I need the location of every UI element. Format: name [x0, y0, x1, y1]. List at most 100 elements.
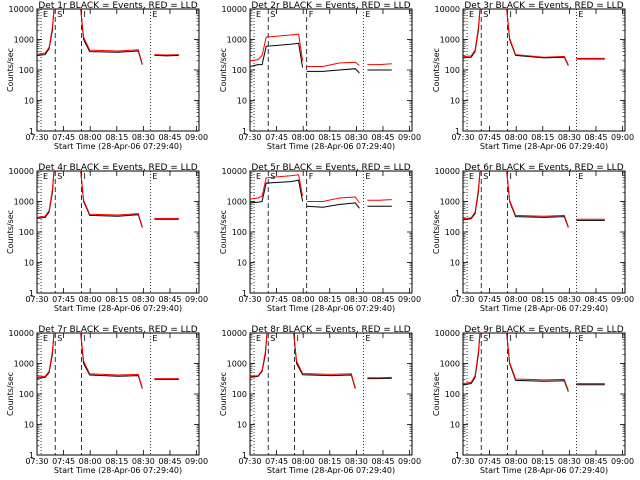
- events-series-line: [250, 179, 304, 204]
- marker-label: E: [256, 10, 261, 19]
- x-tick-label: 08:45: [584, 457, 607, 466]
- x-tick-label: 07:30: [451, 457, 474, 466]
- x-tick-label: 08:15: [318, 457, 341, 466]
- x-tick-label: 08:30: [345, 133, 368, 142]
- x-tick-label: 08:45: [371, 133, 394, 142]
- marker-label: I: [84, 172, 86, 181]
- x-tick-label: 09:00: [185, 295, 208, 304]
- marker-label: S: [57, 172, 62, 181]
- x-tick-label: 08:15: [105, 295, 128, 304]
- data-layer: [37, 9, 179, 131]
- events-series-line: [306, 68, 360, 74]
- x-tick-label: 07:30: [25, 133, 48, 142]
- y-tick-label: 10000: [435, 167, 460, 176]
- subplot-4: 1 10 100 1000 10000 07:30 07:45 08:00 08:15 08:30…: [6, 163, 208, 313]
- x-tick-label: 08:30: [345, 295, 368, 304]
- marker-label: E: [365, 172, 370, 181]
- marker-label: S: [483, 334, 488, 343]
- x-tick-label: 09:00: [398, 457, 421, 466]
- lld-series-line: [250, 33, 304, 62]
- y-tick-label: 10: [237, 259, 247, 268]
- events-series-line: [506, 171, 569, 228]
- x-tick-label: 08:15: [531, 133, 554, 142]
- subplot-5: 1 10 100 1000 10000 07:30 07:45 08:00 08:15 08:30…: [219, 163, 421, 313]
- data-layer: [463, 171, 605, 293]
- y-tick-label: 10000: [9, 5, 34, 14]
- lld-series-line: [463, 333, 481, 385]
- subplot-8: 1 10 100 1000 10000 07:30 07:45 08:00 08:15 08:30…: [219, 325, 421, 475]
- marker-label: E: [256, 172, 261, 181]
- y-tick-label: 1000: [440, 198, 460, 207]
- subplot-title: Det 3r BLACK = Events, RED = LLD: [464, 1, 623, 11]
- y-tick-label: 1000: [227, 360, 247, 369]
- subplot-title: Det 2r BLACK = Events, RED = LLD: [251, 1, 410, 11]
- x-tick-label: 07:30: [25, 457, 48, 466]
- y-tick-label: 10000: [222, 329, 247, 338]
- x-tick-label: 08:30: [132, 295, 155, 304]
- x-tick-label: 08:30: [132, 133, 155, 142]
- x-tick-label: 08:45: [371, 295, 394, 304]
- y-tick-label: 1000: [440, 360, 460, 369]
- marker-label: F: [309, 172, 314, 181]
- marker-label: S: [483, 10, 488, 19]
- y-tick-label: 10: [237, 421, 247, 430]
- y-tick-label: 10: [450, 97, 460, 106]
- x-tick-label: 08:15: [318, 133, 341, 142]
- events-series-line: [250, 42, 304, 68]
- x-tick-label: 07:45: [52, 457, 75, 466]
- y-tick-label: 10: [237, 97, 247, 106]
- x-tick-label: 09:00: [611, 133, 634, 142]
- lld-series-line: [37, 333, 55, 378]
- x-tick-label: 07:45: [265, 295, 288, 304]
- x-tick-label: 08:00: [79, 295, 102, 304]
- x-tick-label: 07:45: [265, 133, 288, 142]
- data-layer: [250, 333, 392, 455]
- subplot-title: Det 8r BLACK = Events, RED = LLD: [251, 325, 410, 335]
- data-layer: [250, 171, 392, 293]
- x-tick-label: 08:15: [105, 457, 128, 466]
- y-tick-label: 100: [19, 66, 34, 75]
- y-tick-label: 10000: [222, 167, 247, 176]
- subplot-title: Det 9r BLACK = Events, RED = LLD: [464, 325, 623, 335]
- marker-label: S: [483, 172, 488, 181]
- y-tick-label: 10000: [222, 5, 247, 14]
- lld-series-line: [80, 9, 143, 64]
- y-tick-label: 100: [445, 228, 460, 237]
- x-tick-label: 07:30: [25, 295, 48, 304]
- x-tick-label: 08:45: [158, 295, 181, 304]
- x-axis-label: Start Time (28-Apr-06 07:29:40): [54, 304, 182, 313]
- y-tick-label: 10000: [9, 167, 34, 176]
- marker-label: S: [270, 172, 275, 181]
- marker-label: I: [510, 172, 512, 181]
- x-tick-label: 08:15: [531, 457, 554, 466]
- y-tick-label: 1000: [14, 360, 34, 369]
- lld-series-line: [463, 171, 481, 220]
- x-tick-label: 08:00: [505, 295, 528, 304]
- x-tick-label: 07:30: [451, 295, 474, 304]
- y-tick-label: 100: [19, 390, 34, 399]
- marker-label: S: [270, 334, 275, 343]
- marker-label: E: [152, 172, 157, 181]
- x-axis-label: Start Time (28-Apr-06 07:29:40): [267, 466, 395, 475]
- x-tick-label: 07:45: [478, 457, 501, 466]
- y-tick-label: 1: [242, 451, 247, 460]
- y-tick-label: 100: [232, 228, 247, 237]
- y-axis-label: Counts/sec: [219, 372, 228, 416]
- x-tick-label: 07:30: [238, 133, 261, 142]
- marker-label: E: [152, 334, 157, 343]
- lld-series-line: [80, 333, 143, 388]
- x-tick-label: 08:00: [505, 133, 528, 142]
- marker-label: I: [84, 10, 86, 19]
- lld-series-line: [306, 196, 360, 204]
- lld-series-line: [250, 174, 304, 200]
- marker-label: E: [365, 334, 370, 343]
- y-axis-label: Counts/sec: [6, 210, 15, 254]
- x-tick-label: 09:00: [398, 133, 421, 142]
- x-axis-label: Start Time (28-Apr-06 07:29:40): [480, 466, 608, 475]
- lld-series-line: [80, 171, 143, 227]
- y-tick-label: 100: [445, 390, 460, 399]
- events-series-line: [80, 333, 143, 389]
- events-series-line: [80, 9, 143, 65]
- x-tick-label: 09:00: [398, 295, 421, 304]
